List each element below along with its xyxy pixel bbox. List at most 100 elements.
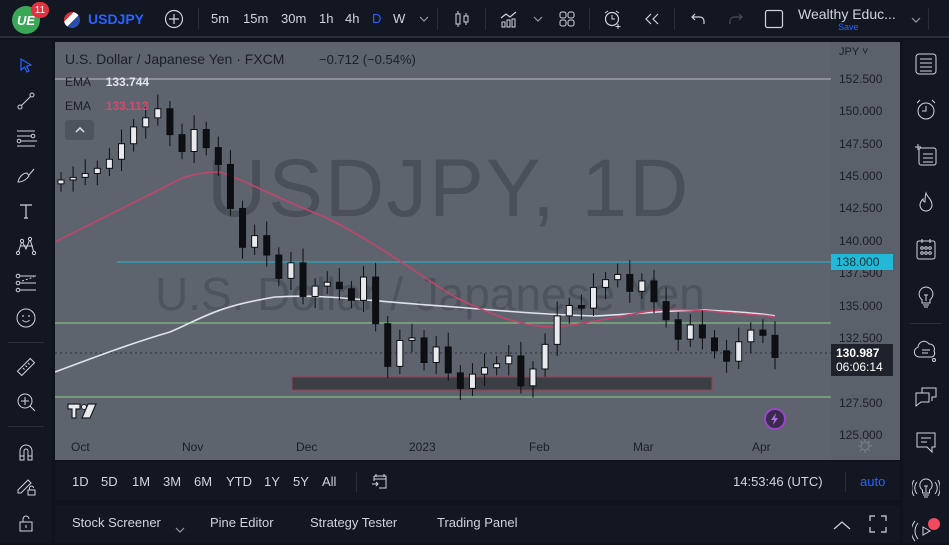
auto-scale-toggle[interactable]: auto <box>860 474 886 489</box>
text-tool-icon[interactable] <box>12 197 40 225</box>
horizontal-lines-icon[interactable] <box>12 124 40 152</box>
range-all[interactable]: All <box>322 474 337 489</box>
candle <box>577 305 585 309</box>
ideas-lightbulb-icon[interactable] <box>912 283 940 311</box>
lock-drawings-pencil-icon[interactable] <box>12 472 40 500</box>
symbol-search[interactable]: USDJPY <box>88 11 145 27</box>
ruler-measure-icon[interactable] <box>12 353 40 381</box>
candle <box>178 134 186 152</box>
chevron-down-icon[interactable] <box>910 14 922 26</box>
ema-fast-line <box>55 171 776 328</box>
collapse-legend-button[interactable] <box>65 120 94 140</box>
unlock-icon[interactable] <box>12 509 40 537</box>
candle <box>93 167 101 174</box>
alarm-clock-icon[interactable] <box>912 96 940 124</box>
redo-icon[interactable] <box>726 10 746 28</box>
tab-stock-screener[interactable]: Stock Screener <box>72 515 161 530</box>
emoji-icon[interactable] <box>12 304 40 332</box>
candle <box>517 355 525 387</box>
trend-line-icon[interactable] <box>12 87 40 115</box>
range-1y[interactable]: 1Y <box>264 474 280 489</box>
candle <box>226 163 234 209</box>
maximize-panel-icon[interactable] <box>869 515 887 533</box>
calendar-icon[interactable] <box>912 235 940 263</box>
hotlist-flame-icon[interactable] <box>912 189 940 217</box>
range-3m[interactable]: 3M <box>163 474 182 489</box>
range-5y[interactable]: 5Y <box>293 474 309 489</box>
interval-4h[interactable]: 4h <box>345 11 360 26</box>
range-1m[interactable]: 1M <box>132 474 151 489</box>
layout-save-link[interactable]: Save <box>838 22 859 32</box>
range-6m[interactable]: 6M <box>194 474 213 489</box>
zoom-in-icon[interactable] <box>12 388 40 416</box>
pattern-tool-icon[interactable] <box>12 232 40 260</box>
divider <box>198 8 199 30</box>
time-label: Apr <box>752 440 771 454</box>
chart-settings-gear-icon[interactable] <box>857 438 873 454</box>
chart-pane[interactable]: USDJPY, 1D U.S. Dollar / Japanese Yen U.… <box>55 42 900 460</box>
price-axis-label: 152.500 <box>839 72 883 86</box>
range-1d[interactable]: 1D <box>72 474 89 489</box>
layout-name[interactable]: Wealthy Educ... <box>798 6 896 22</box>
symbol-watermark: USDJPY, 1D <box>207 143 691 234</box>
candle <box>626 273 634 292</box>
chats-icon[interactable] <box>912 383 940 411</box>
watchlist-icon[interactable] <box>912 50 940 78</box>
replay-icon[interactable] <box>642 10 662 28</box>
add-data-window-icon[interactable] <box>912 141 940 169</box>
cursor-arrow-icon[interactable] <box>12 52 40 80</box>
time-axis[interactable]: Oct Nov Dec 2023 Feb Mar Apr <box>55 434 831 460</box>
ema-legend-1[interactable]: EMA 133.744 <box>65 75 149 89</box>
candle <box>202 128 210 149</box>
interval-5m[interactable]: 5m <box>211 11 230 26</box>
tab-trading-panel[interactable]: Trading Panel <box>437 515 518 530</box>
range-5d[interactable]: 5D <box>101 474 118 489</box>
undo-icon[interactable] <box>688 10 708 28</box>
tab-strategy-tester[interactable]: Strategy Tester <box>310 515 398 530</box>
layout-grid-icon[interactable] <box>557 9 577 29</box>
candle <box>468 373 476 389</box>
messages-icon[interactable] <box>912 428 940 456</box>
candle <box>360 276 368 301</box>
candle <box>602 279 610 288</box>
candle <box>759 329 767 336</box>
prediction-tool-icon[interactable] <box>12 269 40 297</box>
brush-icon[interactable] <box>12 161 40 189</box>
candle <box>105 158 113 169</box>
candle <box>505 355 513 365</box>
chevron-down-icon[interactable] <box>175 520 185 533</box>
indicators-icon[interactable] <box>498 9 520 29</box>
tab-pine-editor[interactable]: Pine Editor <box>210 515 274 530</box>
candle <box>674 319 682 340</box>
go-to-date-icon[interactable] <box>371 472 391 490</box>
fullscreen-square-icon[interactable] <box>763 9 785 29</box>
streams-lightbulb-icon[interactable] <box>912 474 940 502</box>
candlestick-chart-type-icon[interactable] <box>452 9 472 29</box>
price-plot-area[interactable]: USDJPY, 1D U.S. Dollar / Japanese Yen U.… <box>55 42 831 460</box>
currency-selector[interactable]: JPY ˅ <box>839 46 869 58</box>
ema-legend-2[interactable]: EMA 133.113 <box>65 99 148 113</box>
time-label: Feb <box>529 440 550 454</box>
interval-1d[interactable]: D <box>372 11 382 26</box>
tradingview-logo[interactable] <box>67 402 101 420</box>
live-stream-play-icon[interactable] <box>912 517 940 545</box>
chevron-up-icon[interactable] <box>833 517 853 530</box>
utc-clock[interactable]: 14:53:46 (UTC) <box>733 474 823 489</box>
interval-15m[interactable]: 15m <box>243 11 269 26</box>
flash-icon[interactable] <box>764 408 786 430</box>
interval-30m[interactable]: 30m <box>281 11 307 26</box>
chevron-down-icon[interactable] <box>532 13 544 25</box>
symbol-title[interactable]: U.S. Dollar / Japanese Yen · FXCM <box>65 51 285 67</box>
chat-cloud-icon[interactable] <box>912 337 940 365</box>
interval-1w[interactable]: W <box>393 11 406 26</box>
compare-add-icon[interactable] <box>164 9 184 29</box>
alert-clock-icon[interactable] <box>602 8 624 30</box>
candle <box>553 315 561 345</box>
candle <box>408 337 416 341</box>
range-ytd[interactable]: YTD <box>226 474 252 489</box>
chevron-down-icon[interactable] <box>418 13 430 25</box>
candle <box>432 346 440 363</box>
price-axis[interactable]: JPY ˅ 152.500 150.000 147.500 145.000 142.50… <box>831 42 900 460</box>
magnet-icon[interactable] <box>12 438 40 466</box>
interval-1h[interactable]: 1h <box>319 11 334 26</box>
